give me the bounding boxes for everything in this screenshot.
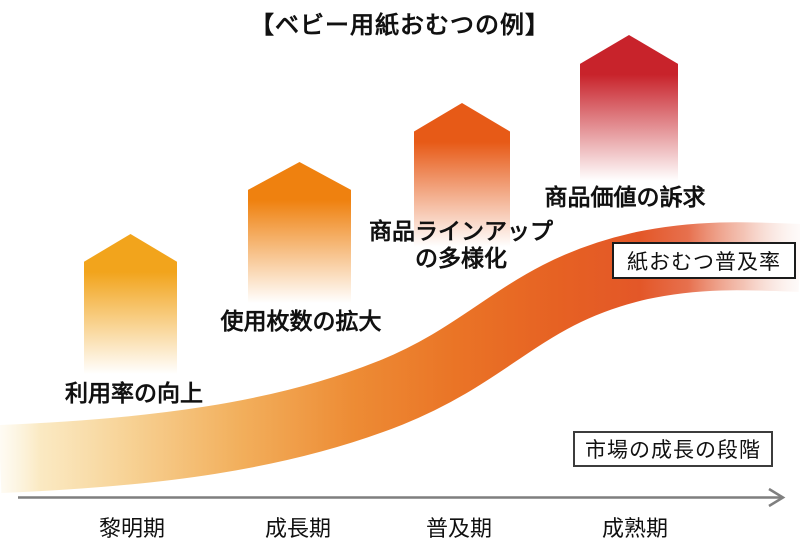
stage-label-diffusion: 普及期 [425,516,492,541]
axis-label-text: 市場の成長の段階 [585,439,761,462]
growth-arrow-diffusion [414,103,510,253]
curve-label-text: 紙おむつ普及率 [627,250,781,274]
stage-label-maturity: 成熟期 [601,516,668,541]
stage-label-growth: 成長期 [264,516,331,541]
growth-arrow-maturity [580,35,678,187]
page-title: 【ベビー用紙おむつの例】 [250,12,550,39]
growth-arrow-dawn [84,234,177,380]
x-axis [18,487,786,508]
arrow-label-product-value: 商品価値の訴求 [544,184,706,210]
arrow-label-usage-rate: 利用率の向上 [65,380,203,406]
arrow-label-sheets-used: 使用枚数の拡大 [220,308,382,334]
curve-label-box: 紙おむつ普及率 [612,242,796,279]
x-axis-arrowhead-icon [768,487,786,508]
stage-label-dawn: 黎明期 [98,516,165,541]
axis-label-box: 市場の成長の段階 [573,431,773,467]
arrow-label-lineup-diversification: 商品ラインアップ の多様化 [369,218,553,272]
growth-arrow-growth [248,162,351,309]
